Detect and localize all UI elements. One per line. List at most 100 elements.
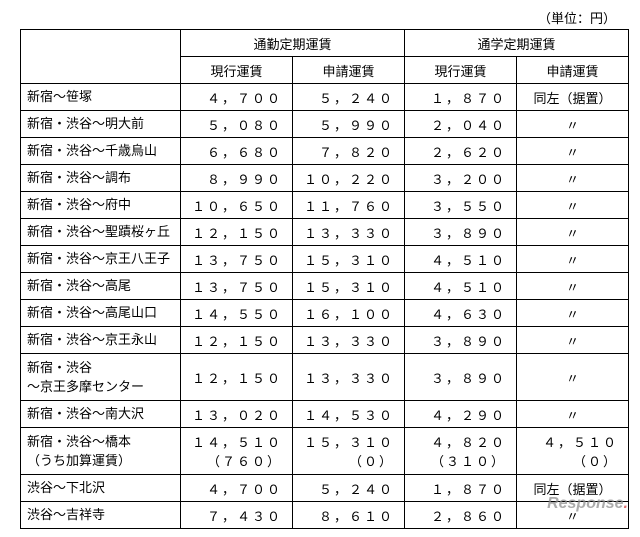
value-cell: 〃 <box>517 219 629 246</box>
col-student: 通学定期運賃 <box>405 30 629 57</box>
value-cell: ３，２００ <box>405 165 517 192</box>
value-cell: ４，５１０ <box>405 273 517 300</box>
value-cell: １２，１５０ <box>181 219 293 246</box>
watermark-text: Response <box>547 495 623 512</box>
value-cell: 〃 <box>517 354 629 401</box>
value-cell: 〃 <box>517 273 629 300</box>
value-cell: ３，８９０ <box>405 219 517 246</box>
value-cell: 〃 <box>517 246 629 273</box>
col-commuter: 通勤定期運賃 <box>181 30 405 57</box>
route-cell: 新宿・渋谷～千歳烏山 <box>21 138 181 165</box>
table-row: 新宿・渋谷～京王永山１２，１５０１３，３３０３，８９０〃 <box>21 327 629 354</box>
table-row: 新宿・渋谷～聖蹟桜ヶ丘１２，１５０１３，３３０３，８９０〃 <box>21 219 629 246</box>
value-cell: ４，５１０ <box>405 246 517 273</box>
table-row: 渋谷～吉祥寺７，４３０８，６１０２，８６０〃 <box>21 502 629 529</box>
value-cell: ６，６８０ <box>181 138 293 165</box>
route-cell: 新宿・渋谷～橋本 （うち加算運賃） <box>21 428 181 475</box>
route-cell: 新宿・渋谷～京王八王子 <box>21 246 181 273</box>
col-route <box>21 30 181 84</box>
route-cell: 渋谷～下北沢 <box>21 475 181 502</box>
value-cell: １３，０２０ <box>181 401 293 428</box>
table-row: 新宿・渋谷～南大沢１３，０２０１４，５３０４，２９０〃 <box>21 401 629 428</box>
value-cell: ３，５５０ <box>405 192 517 219</box>
table-row: 新宿・渋谷～府中１０，６５０１１，７６０３，５５０〃 <box>21 192 629 219</box>
value-cell: 〃 <box>517 111 629 138</box>
value-cell: ４，５１０ （０） <box>517 428 629 475</box>
value-cell: ８，６１０ <box>293 502 405 529</box>
table-row: 新宿・渋谷 ～京王多摩センター１２，１５０１３，３３０３，８９０〃 <box>21 354 629 401</box>
value-cell: １２，１５０ <box>181 354 293 401</box>
route-cell: 新宿・渋谷～調布 <box>21 165 181 192</box>
value-cell: ３，８９０ <box>405 327 517 354</box>
table-row: 新宿・渋谷～高尾１３，７５０１５，３１０４，５１０〃 <box>21 273 629 300</box>
col-commuter-current: 現行運賃 <box>181 57 293 84</box>
value-cell: １０，６５０ <box>181 192 293 219</box>
value-cell: １，８７０ <box>405 475 517 502</box>
value-cell: ５，９９０ <box>293 111 405 138</box>
value-cell: ７，８２０ <box>293 138 405 165</box>
value-cell: ３，８９０ <box>405 354 517 401</box>
value-cell: １４，５５０ <box>181 300 293 327</box>
fare-table: 通勤定期運賃 通学定期運賃 現行運賃 申請運賃 現行運賃 申請運賃 新宿～笹塚４… <box>20 29 629 529</box>
value-cell: １３，３３０ <box>293 354 405 401</box>
value-cell: ５，２４０ <box>293 84 405 111</box>
route-cell: 新宿～笹塚 <box>21 84 181 111</box>
route-cell: 新宿・渋谷 ～京王多摩センター <box>21 354 181 401</box>
value-cell: ５，０８０ <box>181 111 293 138</box>
table-row: 渋谷～下北沢４，７００５，２４０１，８７０同左（据置） <box>21 475 629 502</box>
value-cell: ２，６２０ <box>405 138 517 165</box>
watermark: Response. <box>547 495 628 513</box>
value-cell: １５，３１０ <box>293 273 405 300</box>
route-cell: 渋谷～吉祥寺 <box>21 502 181 529</box>
table-row: 新宿・渋谷～調布８，９９０１０，２２０３，２００〃 <box>21 165 629 192</box>
value-cell: 〃 <box>517 300 629 327</box>
value-cell: １３，３３０ <box>293 327 405 354</box>
value-cell: ２，０４０ <box>405 111 517 138</box>
value-cell: ２，８６０ <box>405 502 517 529</box>
value-cell: １３，７５０ <box>181 246 293 273</box>
value-cell: ８，９９０ <box>181 165 293 192</box>
value-cell: ７，４３０ <box>181 502 293 529</box>
value-cell: ４，７００ <box>181 475 293 502</box>
route-cell: 新宿・渋谷～聖蹟桜ヶ丘 <box>21 219 181 246</box>
route-cell: 新宿・渋谷～明大前 <box>21 111 181 138</box>
value-cell: １１，７６０ <box>293 192 405 219</box>
route-cell: 新宿・渋谷～高尾山口 <box>21 300 181 327</box>
value-cell: 〃 <box>517 192 629 219</box>
route-cell: 新宿・渋谷～高尾 <box>21 273 181 300</box>
value-cell: １４，５３０ <box>293 401 405 428</box>
table-row: 新宿・渋谷～高尾山口１４，５５０１６，１００４，６３０〃 <box>21 300 629 327</box>
route-cell: 新宿・渋谷～府中 <box>21 192 181 219</box>
table-row: 新宿・渋谷～明大前５，０８０５，９９０２，０４０〃 <box>21 111 629 138</box>
col-student-current: 現行運賃 <box>405 57 517 84</box>
unit-label: （単位：円） <box>8 8 616 27</box>
value-cell: 〃 <box>517 165 629 192</box>
col-student-applied: 申請運賃 <box>517 57 629 84</box>
value-cell: ４，６３０ <box>405 300 517 327</box>
col-commuter-applied: 申請運賃 <box>293 57 405 84</box>
table-row: 新宿～笹塚４，７００５，２４０１，８７０同左（据置） <box>21 84 629 111</box>
value-cell: １４，５１０ （７６０） <box>181 428 293 475</box>
value-cell: １３，３３０ <box>293 219 405 246</box>
value-cell: ４，２９０ <box>405 401 517 428</box>
value-cell: ４，８２０ （３１０） <box>405 428 517 475</box>
table-row: 新宿・渋谷～京王八王子１３，７５０１５，３１０４，５１０〃 <box>21 246 629 273</box>
value-cell: １６，１００ <box>293 300 405 327</box>
value-cell: １，８７０ <box>405 84 517 111</box>
value-cell: １３，７５０ <box>181 273 293 300</box>
route-cell: 新宿・渋谷～京王永山 <box>21 327 181 354</box>
value-cell: 〃 <box>517 401 629 428</box>
table-row: 新宿・渋谷～千歳烏山６，６８０７，８２０２，６２０〃 <box>21 138 629 165</box>
value-cell: １２，１５０ <box>181 327 293 354</box>
route-cell: 新宿・渋谷～南大沢 <box>21 401 181 428</box>
value-cell: １５，３１０ <box>293 246 405 273</box>
value-cell: １５，３１０ （０） <box>293 428 405 475</box>
value-cell: 同左（据置） <box>517 84 629 111</box>
value-cell: 〃 <box>517 327 629 354</box>
value-cell: ４，７００ <box>181 84 293 111</box>
table-row: 新宿・渋谷～橋本 （うち加算運賃）１４，５１０ （７６０）１５，３１０ （０）４… <box>21 428 629 475</box>
value-cell: ５，２４０ <box>293 475 405 502</box>
value-cell: １０，２２０ <box>293 165 405 192</box>
value-cell: 〃 <box>517 138 629 165</box>
watermark-dot: . <box>624 495 628 512</box>
